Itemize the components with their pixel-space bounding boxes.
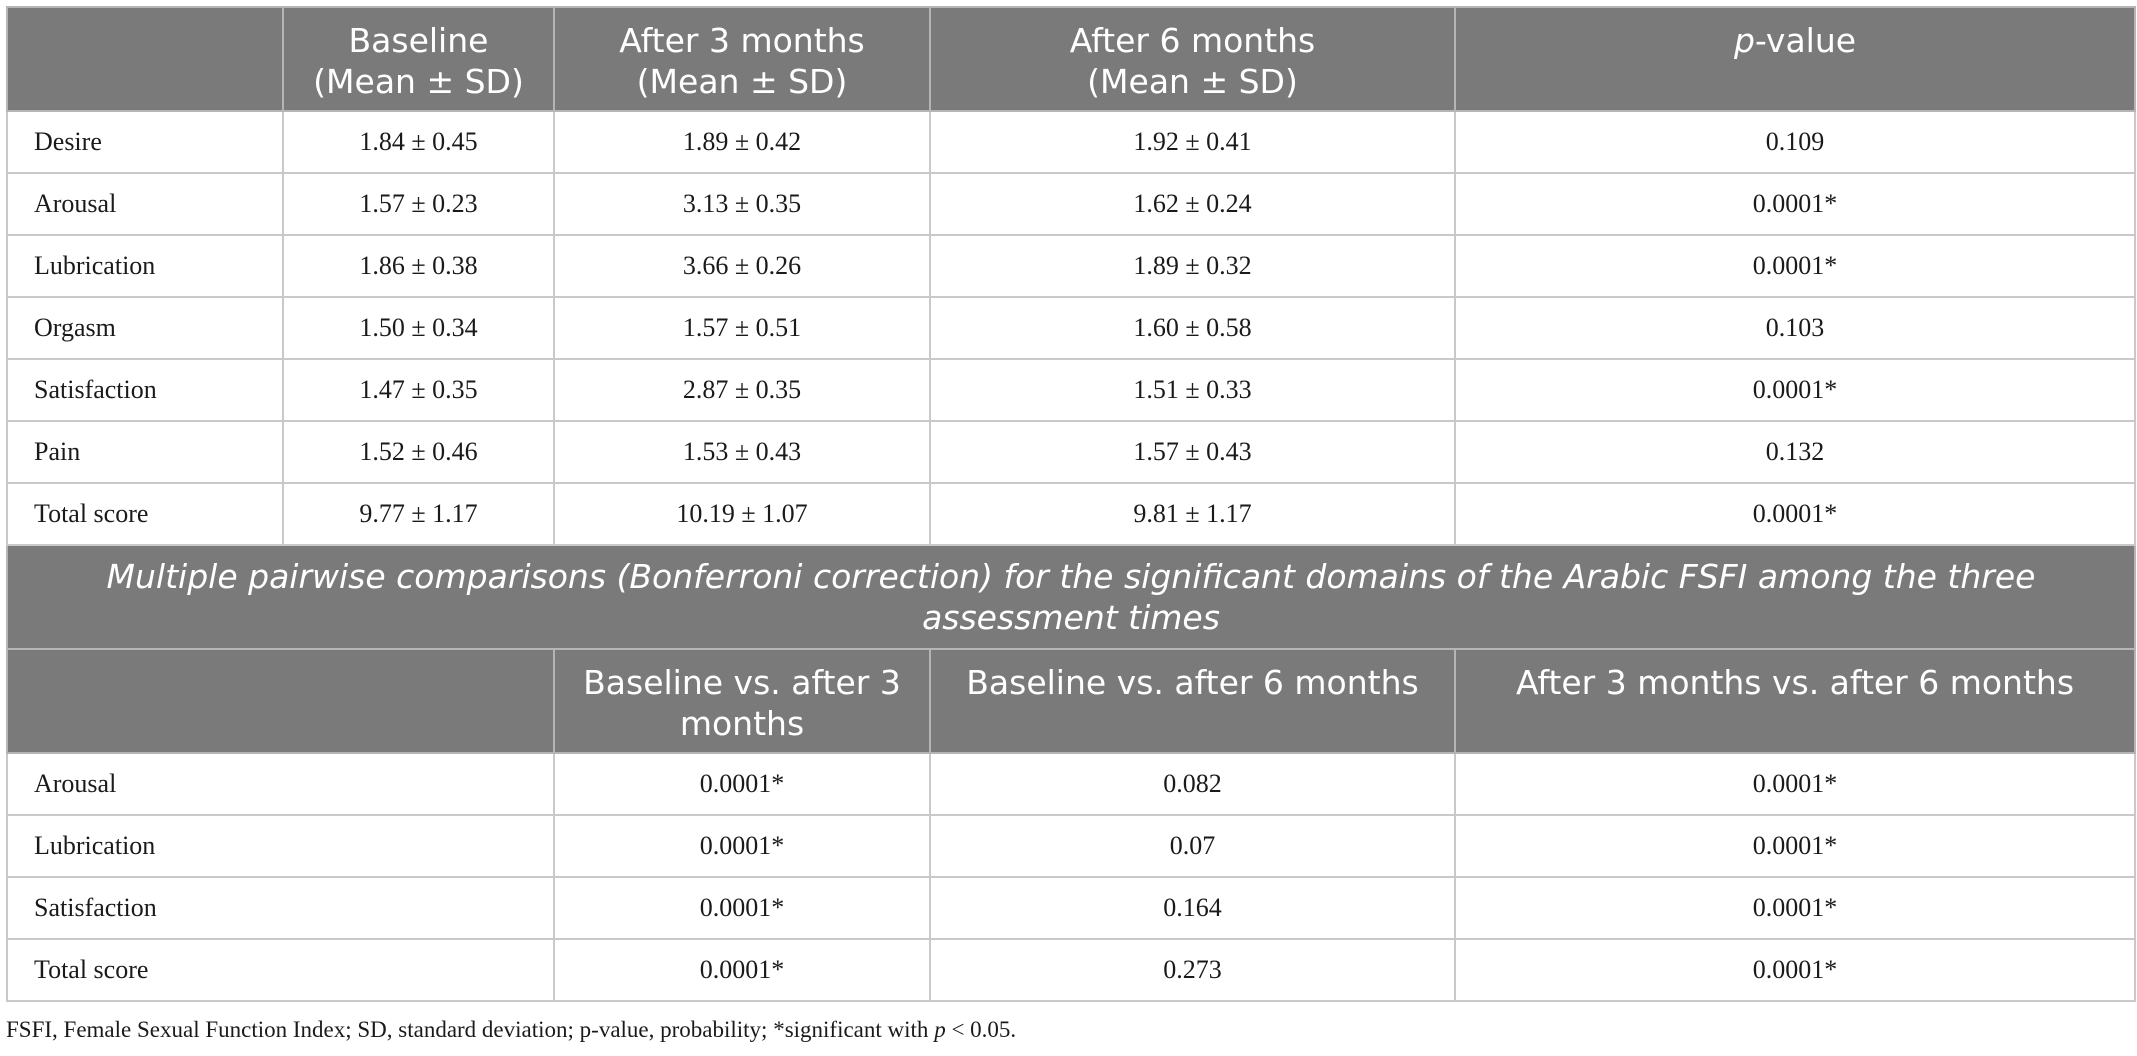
cell-after-3-months: 1.57 ± 0.51 [553, 296, 931, 360]
row-label: Total score [6, 938, 555, 1002]
header-cell-after-3-months: After 3 months (Mean ± SD) [553, 6, 931, 112]
cell-after-3-months: 10.19 ± 1.07 [553, 482, 931, 546]
cell-3-vs-6-months: 0.0001* [1454, 814, 2136, 878]
row-label: Arousal [6, 172, 284, 236]
cell-baseline-vs-3-months: 0.0001* [553, 752, 931, 816]
cell-after-6-months: 1.92 ± 0.41 [929, 110, 1456, 174]
cell-baseline-vs-3-months: 0.0001* [553, 876, 931, 940]
cell-p-value: 0.0001* [1454, 482, 2136, 546]
cell-baseline-vs-6-months: 0.082 [929, 752, 1456, 816]
row-label: Total score [6, 482, 284, 546]
cell-p-value: 0.132 [1454, 420, 2136, 484]
comparison-title-row: Multiple pairwise comparisons (Bonferron… [6, 544, 2136, 650]
row-label: Orgasm [6, 296, 284, 360]
cell-after-3-months: 2.87 ± 0.35 [553, 358, 931, 422]
cell-p-value: 0.0001* [1454, 234, 2136, 298]
cell-after-6-months: 1.57 ± 0.43 [929, 420, 1456, 484]
cell-baseline: 1.52 ± 0.46 [282, 420, 555, 484]
cell-baseline: 1.47 ± 0.35 [282, 358, 555, 422]
cell-after-3-months: 1.89 ± 0.42 [553, 110, 931, 174]
cell-after-6-months: 1.89 ± 0.32 [929, 234, 1456, 298]
header-cell-after-6-months: After 6 months (Mean ± SD) [929, 6, 1456, 112]
p-italic: p [1733, 21, 1755, 60]
table2-header-row: Baseline vs. after 3 months Baseline vs.… [6, 648, 2136, 754]
header-line: After 3 months [619, 21, 865, 60]
header-line: (Mean ± SD) [636, 62, 848, 101]
row-label: Desire [6, 110, 284, 174]
cell-baseline-vs-6-months: 0.07 [929, 814, 1456, 878]
table-row: Orgasm 1.50 ± 0.34 1.57 ± 0.51 1.60 ± 0.… [6, 296, 2136, 360]
cell-baseline: 9.77 ± 1.17 [282, 482, 555, 546]
cell-after-6-months: 9.81 ± 1.17 [929, 482, 1456, 546]
row-label: Pain [6, 420, 284, 484]
header-cell-empty [6, 648, 555, 754]
row-label: Satisfaction [6, 876, 555, 940]
fsfi-table: Baseline (Mean ± SD) After 3 months (Mea… [6, 6, 2136, 1002]
table-footnote: FSFI, Female Sexual Function Index; SD, … [6, 1017, 1016, 1043]
cell-baseline: 1.84 ± 0.45 [282, 110, 555, 174]
cell-after-6-months: 1.51 ± 0.33 [929, 358, 1456, 422]
cell-after-3-months: 3.66 ± 0.26 [553, 234, 931, 298]
cell-baseline-vs-3-months: 0.0001* [553, 938, 931, 1002]
cell-baseline-vs-6-months: 0.164 [929, 876, 1456, 940]
table-row: Satisfaction 0.0001* 0.164 0.0001* [6, 876, 2136, 940]
header-line: (Mean ± SD) [1087, 62, 1298, 101]
table-row: Lubrication 1.86 ± 0.38 3.66 ± 0.26 1.89… [6, 234, 2136, 298]
cell-after-3-months: 3.13 ± 0.35 [553, 172, 931, 236]
table-row: Satisfaction 1.47 ± 0.35 2.87 ± 0.35 1.5… [6, 358, 2136, 422]
table-row: Total score 0.0001* 0.273 0.0001* [6, 938, 2136, 1002]
header-cell-p-value: p-value [1454, 6, 2136, 112]
cell-3-vs-6-months: 0.0001* [1454, 938, 2136, 1002]
header-cell-baseline: Baseline (Mean ± SD) [282, 6, 555, 112]
p-value-suffix: -value [1754, 21, 1857, 60]
cell-p-value: 0.0001* [1454, 358, 2136, 422]
row-label: Arousal [6, 752, 555, 816]
header-cell-baseline-vs-3-months: Baseline vs. after 3 months [553, 648, 931, 754]
cell-p-value: 0.0001* [1454, 172, 2136, 236]
row-label: Lubrication [6, 814, 555, 878]
table1-header-row: Baseline (Mean ± SD) After 3 months (Mea… [6, 6, 2136, 112]
comparison-title: Multiple pairwise comparisons (Bonferron… [6, 544, 2136, 650]
header-cell-baseline-vs-6-months: Baseline vs. after 6 months [929, 648, 1456, 754]
cell-baseline: 1.86 ± 0.38 [282, 234, 555, 298]
header-line: Baseline [348, 21, 489, 60]
cell-baseline: 1.50 ± 0.34 [282, 296, 555, 360]
table-row: Total score 9.77 ± 1.17 10.19 ± 1.07 9.8… [6, 482, 2136, 546]
header-cell-empty [6, 6, 284, 112]
cell-after-6-months: 1.62 ± 0.24 [929, 172, 1456, 236]
cell-3-vs-6-months: 0.0001* [1454, 876, 2136, 940]
header-line: After 6 months [1069, 21, 1316, 60]
row-label: Lubrication [6, 234, 284, 298]
cell-baseline: 1.57 ± 0.23 [282, 172, 555, 236]
cell-baseline-vs-6-months: 0.273 [929, 938, 1456, 1002]
row-label: Satisfaction [6, 358, 284, 422]
table-row: Arousal 0.0001* 0.082 0.0001* [6, 752, 2136, 816]
table-row: Desire 1.84 ± 0.45 1.89 ± 0.42 1.92 ± 0.… [6, 110, 2136, 174]
cell-3-vs-6-months: 0.0001* [1454, 752, 2136, 816]
table-row: Lubrication 0.0001* 0.07 0.0001* [6, 814, 2136, 878]
cell-after-3-months: 1.53 ± 0.43 [553, 420, 931, 484]
cell-after-6-months: 1.60 ± 0.58 [929, 296, 1456, 360]
header-line: (Mean ± SD) [313, 62, 524, 101]
table-row: Pain 1.52 ± 0.46 1.53 ± 0.43 1.57 ± 0.43… [6, 420, 2136, 484]
cell-baseline-vs-3-months: 0.0001* [553, 814, 931, 878]
footnote-p-italic: p [934, 1017, 946, 1042]
footnote-text: FSFI, Female Sexual Function Index; SD, … [6, 1017, 935, 1042]
cell-p-value: 0.109 [1454, 110, 2136, 174]
header-cell-3-vs-6-months: After 3 months vs. after 6 months [1454, 648, 2136, 754]
table-row: Arousal 1.57 ± 0.23 3.13 ± 0.35 1.62 ± 0… [6, 172, 2136, 236]
footnote-threshold: < 0.05. [945, 1017, 1017, 1042]
cell-p-value: 0.103 [1454, 296, 2136, 360]
